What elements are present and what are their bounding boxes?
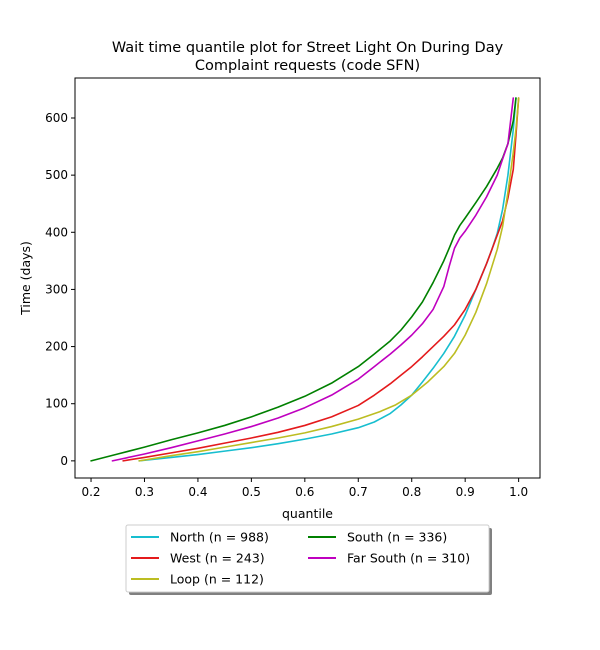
y-tick-label: 600 <box>45 111 68 125</box>
series-line-3 <box>90 97 517 462</box>
x-tick-label: 0.2 <box>81 485 100 499</box>
axes-frame <box>74 77 541 479</box>
legend-label: Far South (n = 310) <box>347 551 470 566</box>
chart-title-line2: Complaint requests (code SFN) <box>195 58 420 74</box>
series-line-2 <box>138 97 520 462</box>
x-tick-label: 0.9 <box>456 485 475 499</box>
legend-label: Loop (n = 112) <box>170 572 264 587</box>
y-tick-label: 200 <box>45 340 68 354</box>
y-tick-label: 500 <box>45 168 68 182</box>
y-tick-label: 100 <box>45 397 68 411</box>
y-tick-label: 0 <box>60 454 68 468</box>
x-tick-label: 0.7 <box>349 485 368 499</box>
y-tick-label: 300 <box>45 282 68 296</box>
x-tick-label: 0.3 <box>135 485 154 499</box>
plot-area: 0.2 0.3 0.4 0.5 0.6 0.7 0.8 0.9 1.0 0 100 200 300 40… <box>45 77 541 499</box>
legend-items: North (n = 988) West (n = 243) Loop (n = 1… <box>131 530 470 587</box>
legend-box <box>125 524 490 593</box>
legend-label: West (n = 243) <box>170 551 265 566</box>
chart-title-line1: Wait time quantile plot for Street Light… <box>112 40 504 56</box>
x-tick-label: 0.8 <box>402 485 421 499</box>
x-axis-ticks: 0.2 0.3 0.4 0.5 0.6 0.7 0.8 0.9 1.0 <box>81 478 528 499</box>
y-axis-ticks: 0 100 200 300 400 500 600 <box>45 111 75 468</box>
y-tick-label: 400 <box>45 225 68 239</box>
x-tick-label: 0.4 <box>188 485 207 499</box>
series-line-4 <box>111 97 515 462</box>
legend-label: South (n = 336) <box>347 530 447 545</box>
legend-label: North (n = 988) <box>170 530 269 545</box>
series-layer <box>90 97 520 462</box>
y-axis-label: Time (days) <box>18 241 33 316</box>
x-tick-label: 0.5 <box>242 485 261 499</box>
x-tick-label: 1.0 <box>509 485 528 499</box>
x-axis-label: quantile <box>282 506 333 521</box>
x-tick-label: 0.6 <box>295 485 314 499</box>
series-line-1 <box>122 97 520 462</box>
legend: North (n = 988) West (n = 243) Loop (n = 1… <box>125 524 492 595</box>
